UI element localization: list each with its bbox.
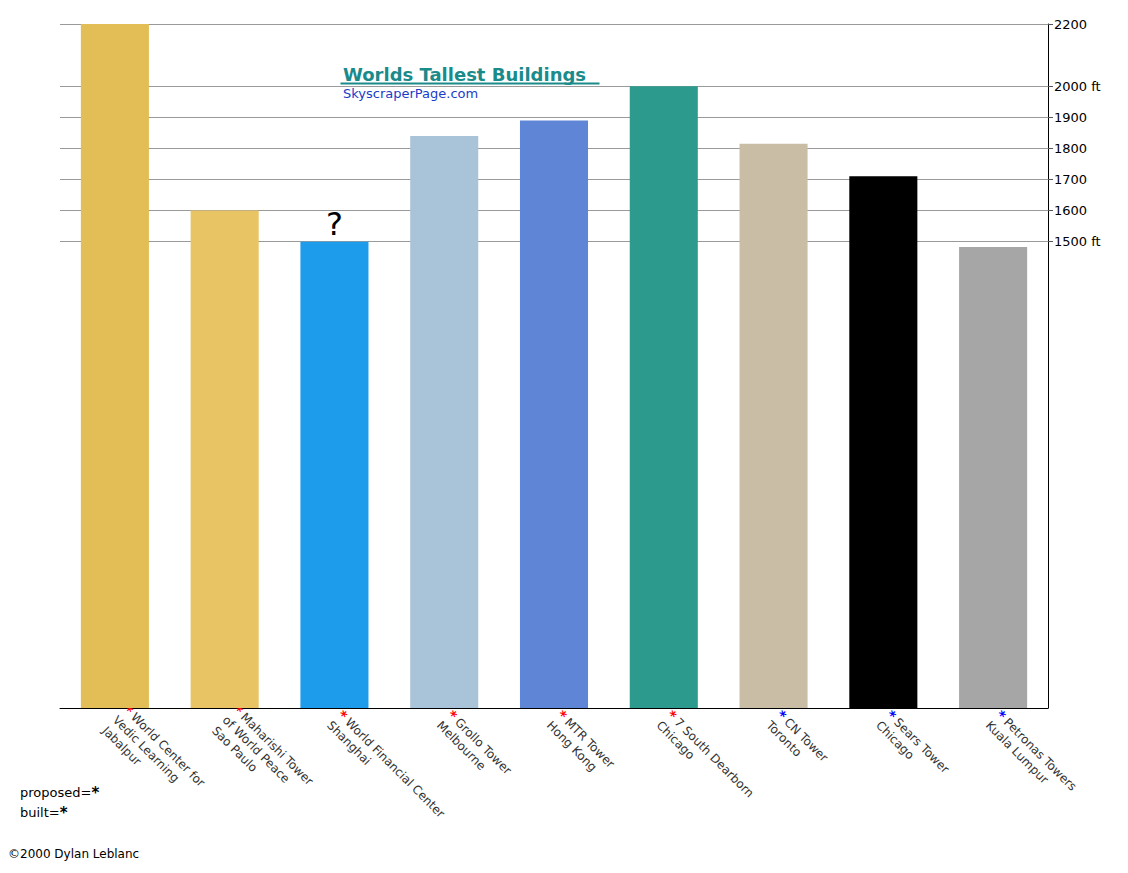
svg-text:7 South Dearborn: 7 South Dearborn <box>671 715 757 801</box>
svg-text:Petronas Towers: Petronas Towers <box>1001 715 1080 794</box>
svg-text:Worlds Tallest Buildings: Worlds Tallest Buildings <box>343 64 586 85</box>
svg-text:1900: 1900 <box>1054 110 1087 125</box>
svg-text:Hong Kong: Hong Kong <box>544 718 600 774</box>
svg-text:*: * <box>91 784 99 802</box>
svg-text:Grollo Tower: Grollo Tower <box>452 715 515 778</box>
svg-text:CN Tower: CN Tower <box>781 715 831 765</box>
svg-text:1500 ft: 1500 ft <box>1054 234 1101 249</box>
svg-text:2000 ft: 2000 ft <box>1054 79 1101 94</box>
svg-text:Vedic Learning: Vedic Learning <box>109 713 183 786</box>
svg-text:Sears Tower: Sears Tower <box>891 715 953 777</box>
svg-text:1800: 1800 <box>1054 141 1087 156</box>
svg-text:Melbourne: Melbourne <box>434 718 489 773</box>
svg-text:1700: 1700 <box>1054 172 1087 187</box>
svg-text:SkyscraperPage.com: SkyscraperPage.com <box>343 86 478 101</box>
svg-text:Sao Paulo: Sao Paulo <box>209 724 260 775</box>
svg-text:Kuala Lumpur: Kuala Lumpur <box>983 718 1051 786</box>
svg-text:Chicago: Chicago <box>873 718 917 762</box>
svg-text:World Financial Center: World Financial Center <box>342 715 447 820</box>
svg-text:©2000 Dylan Leblanc: ©2000 Dylan Leblanc <box>8 847 139 861</box>
svg-text:Chicago: Chicago <box>654 718 698 762</box>
svg-text:proposed=: proposed= <box>20 785 91 800</box>
svg-text:MTR Tower: MTR Tower <box>561 715 618 771</box>
svg-text:built=: built= <box>20 805 60 820</box>
svg-text:1600: 1600 <box>1054 203 1087 218</box>
svg-text:2200: 2200 <box>1054 17 1087 32</box>
svg-text:Shanghai: Shanghai <box>324 718 374 768</box>
svg-text:of World Peace: of World Peace <box>219 713 293 786</box>
svg-text:Maharishi Tower: Maharishi Tower <box>237 710 316 789</box>
svg-text:Toronto: Toronto <box>763 718 805 760</box>
svg-text:Jabalpur: Jabalpur <box>99 723 145 769</box>
svg-text:*: * <box>60 804 68 822</box>
svg-text:World Center for: World Center for <box>128 710 208 790</box>
svg-text:?: ? <box>326 205 343 243</box>
